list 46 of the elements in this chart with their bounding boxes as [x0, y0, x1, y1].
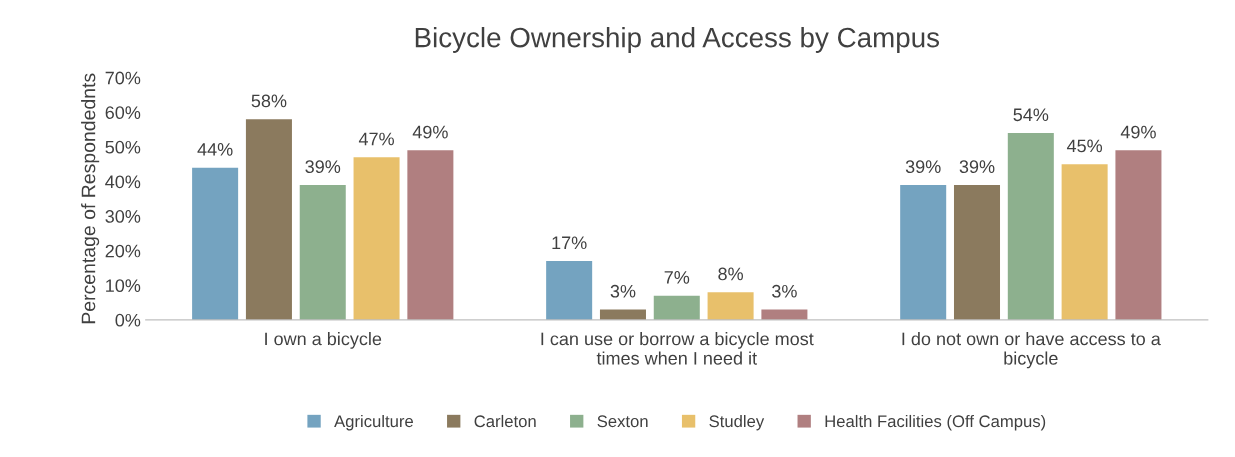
data-label: 39% — [959, 160, 995, 174]
data-label: 39% — [905, 160, 941, 174]
data-label: 17% — [552, 236, 587, 250]
data-label: 7% — [664, 271, 690, 284]
bar — [1007, 133, 1054, 320]
legend-label: Studley — [709, 414, 765, 431]
bar — [299, 184, 346, 320]
data-label: 49% — [1120, 125, 1156, 139]
bar — [353, 157, 400, 320]
legend-label: Carleton — [474, 414, 536, 428]
y-tick-label: 70% — [105, 71, 141, 85]
bar — [953, 184, 1001, 320]
bar — [546, 261, 593, 320]
y-tick-label: 30% — [105, 210, 141, 223]
y-axis-title: Percentage of Respondednts — [81, 73, 100, 324]
bar — [707, 292, 754, 320]
data-label: 47% — [358, 132, 394, 146]
bar — [245, 119, 292, 320]
data-label: 8% — [718, 267, 743, 281]
data-label: 39% — [305, 160, 341, 174]
legend-label: Sexton — [597, 415, 648, 428]
data-label: 3% — [772, 284, 797, 298]
x-tick-label: I own a bicycle — [265, 332, 382, 349]
y-tick-label: 40% — [105, 175, 141, 189]
x-tick-label: I can use or borrow a bicycle most times when I need it — [541, 332, 814, 365]
y-tick-label: 20% — [105, 244, 141, 258]
legend-label: Agriculture — [334, 414, 413, 431]
bar — [1061, 164, 1108, 320]
data-label: 44% — [197, 143, 233, 156]
bar — [192, 167, 239, 320]
data-label: 58% — [251, 94, 287, 108]
data-label: 45% — [1066, 139, 1103, 153]
bar — [900, 184, 947, 320]
y-tick-label: 60% — [105, 106, 141, 120]
data-label: 49% — [412, 125, 448, 139]
bar — [407, 150, 454, 320]
bar — [1115, 150, 1162, 320]
data-label: 3% — [610, 284, 636, 298]
y-tick-label: 0% — [115, 313, 141, 327]
y-tick-label: 50% — [105, 140, 141, 154]
x-tick-label: I do not own or have access to a bicycle — [902, 332, 1161, 369]
bar — [653, 295, 700, 320]
chart-title: Bicycle Ownership and Access by Campus — [415, 27, 940, 53]
legend-label: Health Facilities (Off Campus) — [825, 414, 1046, 431]
data-label: 54% — [1013, 108, 1049, 122]
y-tick-label: 10% — [106, 279, 141, 293]
